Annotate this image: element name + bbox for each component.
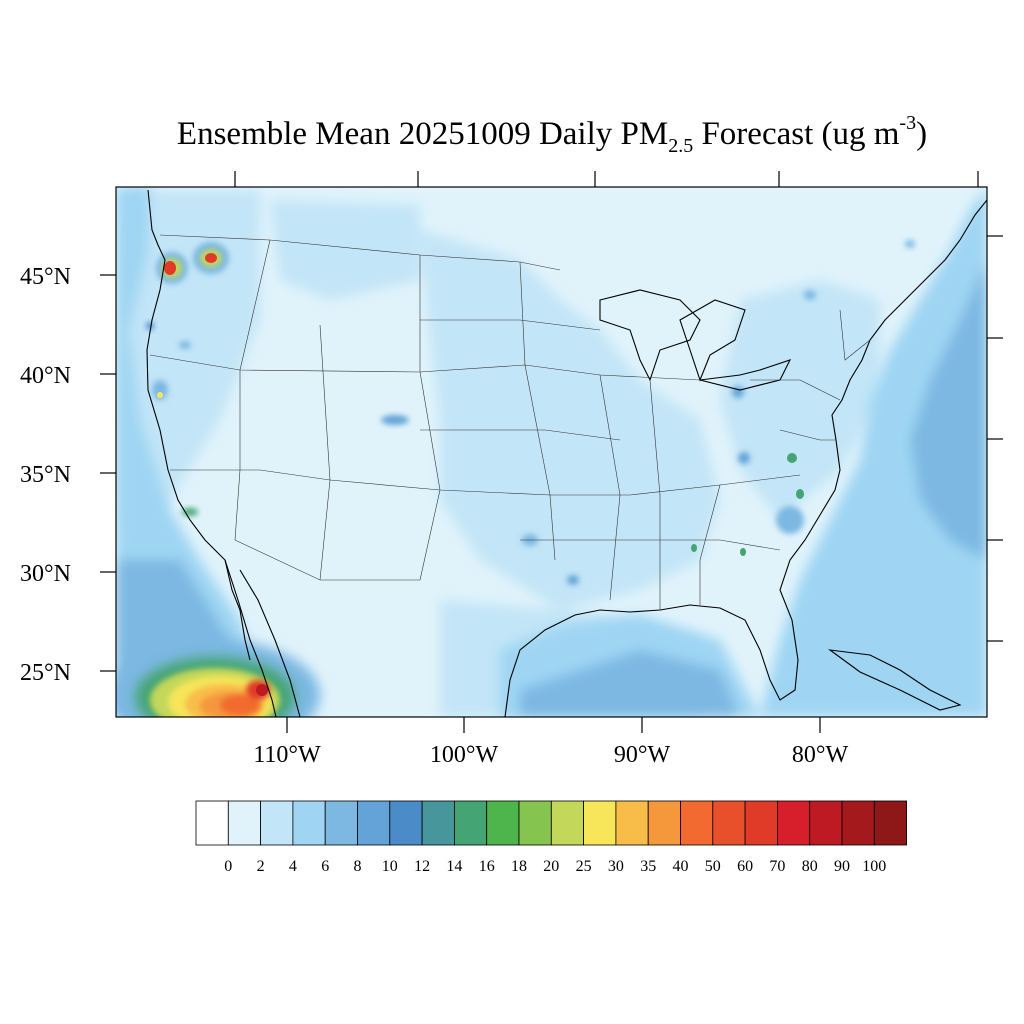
colorbar-box [680,800,714,846]
colorbar-label: 4 [289,858,297,875]
colorbar-box [195,800,229,846]
colorbar-labels: 0 2 4 6 8 10 12 14 16 18 20 25 30 35 40 50 60 70 80 90 100 [224,858,886,875]
colorbar-box [421,800,455,846]
colorbar-label: 80 [802,858,818,875]
colorbar-box [841,800,875,846]
lat-label-45: 45°N [20,264,71,290]
colorbar-box [550,800,584,846]
colorbar-label: 70 [769,858,785,875]
colorbar-label: 16 [479,858,495,875]
colorbar-label: 0 [224,858,232,875]
colorbar-label: 90 [834,858,850,875]
bottom-ticks [286,717,821,733]
colorbar-label: 100 [862,858,886,875]
colorbar-box [324,800,358,846]
eastern-hotspots [381,240,915,585]
lat-label-30: 30°N [20,561,71,587]
colorbar-label: 14 [446,858,462,875]
colorbar-label: 40 [673,858,689,875]
colorbar-box [389,800,423,846]
colorbar-label: 25 [576,858,592,875]
colorbar-box [260,800,294,846]
top-ticks [234,171,979,187]
colorbar: 0 2 4 6 8 10 12 14 16 18 20 25 30 35 40 50 60 70 80 90 100 [195,800,907,875]
map-frame [115,186,988,718]
colorbar-label: 6 [321,858,329,875]
right-ticks [987,235,1003,642]
colorbar-box [227,800,262,846]
colorbar-box [615,800,649,846]
pacific-northwest-hotspots [146,242,229,516]
colorbar-label: 20 [543,858,559,875]
left-ticks [100,274,116,672]
colorbar-box [712,800,746,846]
coastlines [146,189,987,717]
lon-label-90w: 90°W [614,742,671,768]
colorbar-box [809,800,843,846]
lat-label-40: 40°N [20,363,71,389]
colorbar-label: 10 [382,858,398,875]
colorbar-label: 50 [705,858,721,875]
pm25-field [116,187,987,717]
lat-label-35: 35°N [20,462,71,488]
colorbar-label: 35 [640,858,656,875]
colorbar-label: 60 [737,858,753,875]
colorbar-box [777,800,811,846]
colorbar-box [486,800,520,846]
colorbar-boxes [195,800,907,846]
colorbar-box [518,800,552,846]
colorbar-box [292,800,326,846]
latitude-labels: 45°N 40°N 35°N 30°N 25°N [20,264,71,686]
map-title: Ensemble Mean 20251009 Daily PM2.5 Forec… [176,112,928,157]
colorbar-box [583,800,617,846]
colorbar-label: 18 [511,858,527,875]
colorbar-box [453,800,488,846]
colorbar-label: 12 [414,858,430,875]
colorbar-box [357,800,391,846]
mexico-smoke-plume [116,640,320,717]
colorbar-label: 30 [608,858,624,875]
lon-label-80w: 80°W [792,742,849,768]
lon-label-110w: 110°W [253,742,321,768]
colorbar-box [647,800,681,846]
colorbar-box [744,800,778,846]
longitude-labels: 110°W 100°W 90°W 80°W [253,742,848,768]
colorbar-label: 2 [257,858,265,875]
colorbar-box [873,800,907,846]
lon-label-100w: 100°W [430,742,499,768]
colorbar-label: 8 [354,858,362,875]
lat-label-25: 25°N [20,660,71,686]
state-borders [149,234,871,610]
